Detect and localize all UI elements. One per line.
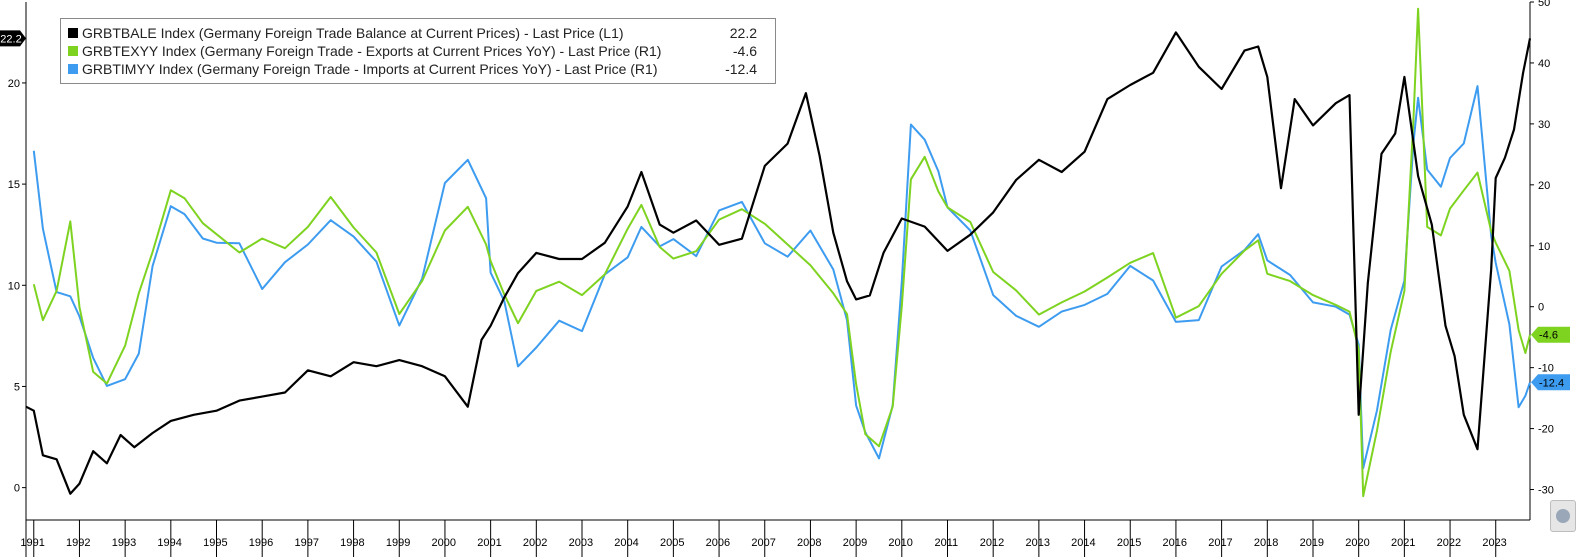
- x-tick-label: 2016: [1163, 537, 1187, 549]
- left-tick-label: 5: [14, 381, 20, 393]
- series-layer: [25, 7, 1532, 498]
- last-value-tag-balance: [0, 30, 26, 47]
- x-tick-label: 2021: [1391, 537, 1415, 549]
- legend: GRBTBALE Index (Germany Foreign Trade Ba…: [60, 18, 776, 84]
- x-tick-label: 2010: [888, 537, 912, 549]
- x-tick-label: 2018: [1254, 537, 1278, 549]
- right-tick-label: -10: [1538, 363, 1554, 375]
- legend-item-imports: GRBTIMYY Index (Germany Foreign Trade - …: [68, 60, 775, 78]
- last-value-tags: 22.2 -4.6 -12.4: [0, 30, 1570, 391]
- x-axis: 1991 1992 1993 1994 1995 1996 1997 1998 1999 2000…: [20, 520, 1507, 557]
- right-tick-label: -20: [1538, 424, 1554, 436]
- legend-label-balance: GRBTBALE Index (Germany Foreign Trade Ba…: [82, 25, 624, 41]
- left-tick-label: 0: [14, 483, 20, 495]
- x-tick-label: 2019: [1300, 537, 1324, 549]
- x-tick-label: 2003: [569, 537, 593, 549]
- x-tick-label: 2001: [477, 537, 501, 549]
- x-tick-label: 2012: [980, 537, 1004, 549]
- right-tick-label: -30: [1538, 485, 1554, 497]
- legend-swatch-imports: [68, 64, 78, 74]
- x-tick-label: 1995: [203, 537, 227, 549]
- x-tick-label: 1998: [340, 537, 364, 549]
- legend-swatch-exports: [68, 46, 78, 56]
- x-tick-label: 2006: [706, 537, 730, 549]
- x-tick-label: 1994: [157, 537, 181, 549]
- series-line-imports: [32, 85, 1531, 470]
- legend-label-exports: GRBTEXYY Index (Germany Foreign Trade - …: [82, 43, 662, 59]
- x-tick-label: 2017: [1208, 537, 1232, 549]
- scroll-handle[interactable]: [1550, 500, 1576, 532]
- left-axis-ticks: 0 5 10 15 20: [8, 78, 26, 495]
- left-tick-label: 10: [8, 280, 20, 292]
- x-tick-label: 2014: [1071, 537, 1095, 549]
- last-value-text-imports: -12.4: [1539, 377, 1564, 389]
- scroll-knob-icon: [1556, 509, 1570, 523]
- right-axis-ticks: -30 -20 -10 0 10 20 30 40 50: [1530, 0, 1554, 497]
- legend-value-imports: -12.4: [725, 61, 757, 77]
- legend-item-balance: GRBTBALE Index (Germany Foreign Trade Ba…: [68, 24, 775, 42]
- legend-swatch-balance: [68, 28, 78, 38]
- series-line-balance: [25, 31, 1532, 495]
- x-tick-label: 2011: [935, 537, 959, 549]
- series-line-exports: [32, 7, 1531, 498]
- x-tick-label: 2005: [660, 537, 684, 549]
- x-tick-label: 2002: [523, 537, 547, 549]
- plot-area: [24, 2, 1531, 521]
- x-tick-label: 1999: [386, 537, 410, 549]
- legend-value-exports: -4.6: [732, 43, 757, 59]
- last-value-tag-exports: [1531, 326, 1570, 343]
- x-tick-label: 1996: [249, 537, 273, 549]
- x-tick-label: 2020: [1345, 537, 1369, 549]
- x-tick-label: 2022: [1437, 537, 1461, 549]
- last-value-tag-imports: [1531, 374, 1570, 391]
- right-tick-label: 40: [1538, 58, 1550, 70]
- last-value-text-exports: -4.6: [1539, 330, 1558, 342]
- right-tick-label: 50: [1538, 0, 1550, 9]
- legend-item-exports: GRBTEXYY Index (Germany Foreign Trade - …: [68, 42, 775, 60]
- x-tick-label: 1993: [112, 537, 136, 549]
- x-tick-label: 2007: [751, 537, 775, 549]
- left-tick-label: 15: [8, 179, 20, 191]
- right-tick-label: 20: [1538, 180, 1550, 192]
- legend-value-balance: 22.2: [729, 25, 757, 41]
- x-tick-label: 1997: [294, 537, 318, 549]
- right-tick-label: 10: [1538, 241, 1550, 253]
- x-tick-label: 2008: [797, 537, 821, 549]
- legend-label-imports: GRBTIMYY Index (Germany Foreign Trade - …: [82, 61, 658, 77]
- right-tick-label: 30: [1538, 119, 1550, 131]
- last-value-text-balance: 22.2: [0, 33, 21, 45]
- x-tick-label: 2000: [432, 537, 456, 549]
- x-tick-label: 2013: [1025, 537, 1049, 549]
- x-tick-label: 2009: [843, 537, 867, 549]
- left-tick-label: 20: [8, 78, 20, 90]
- x-tick-label: 1991: [20, 537, 44, 549]
- x-tick-label: 2004: [614, 537, 638, 549]
- x-tick-label: 1992: [66, 537, 90, 549]
- x-tick-label: 2015: [1117, 537, 1141, 549]
- right-tick-label: 0: [1538, 302, 1544, 314]
- x-tick-label: 2023: [1482, 537, 1506, 549]
